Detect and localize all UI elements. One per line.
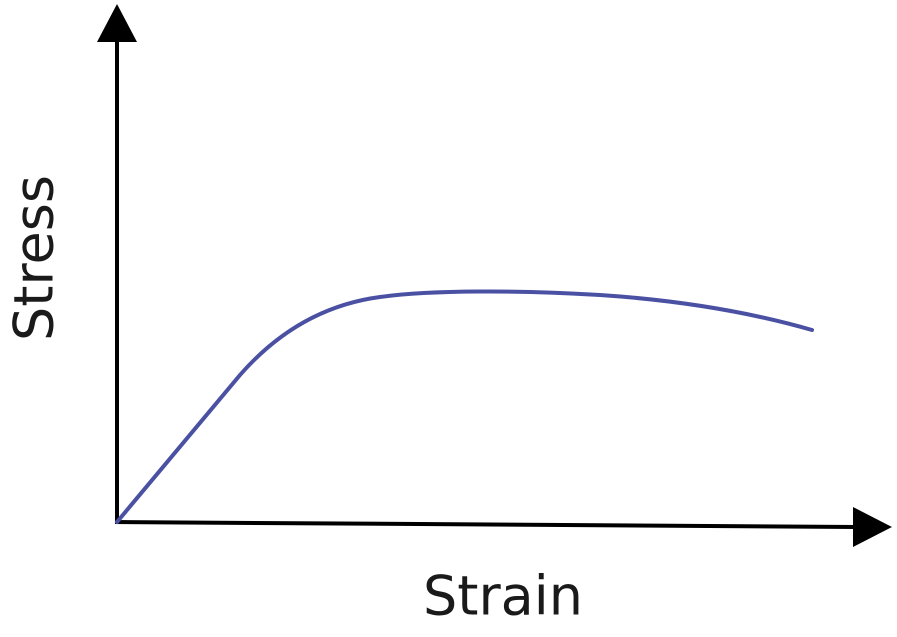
x-axis-label: Strain xyxy=(423,565,583,628)
y-axis-arrow xyxy=(97,4,137,42)
stress-strain-curve xyxy=(115,289,814,524)
x-axis xyxy=(114,520,857,529)
y-axis-label: Stress xyxy=(3,175,66,341)
x-axis-arrow xyxy=(853,507,892,547)
